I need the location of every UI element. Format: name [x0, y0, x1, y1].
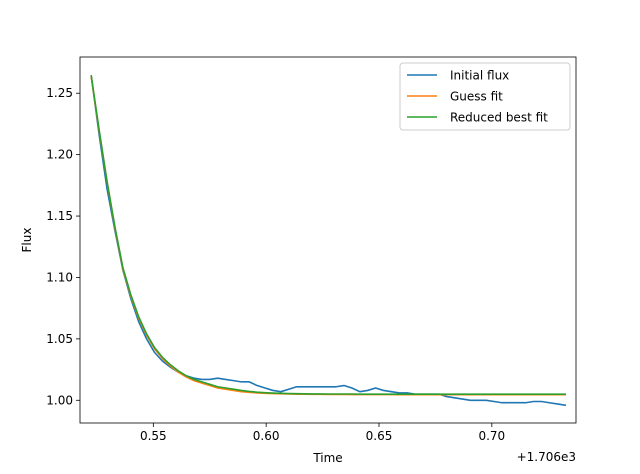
y-tick-label: 1.15: [46, 209, 73, 223]
series-layer: [90, 75, 567, 407]
x-tick-label: 0.70: [478, 429, 505, 443]
x-tick-label: 0.55: [140, 429, 167, 443]
legend-box: [399, 62, 571, 131]
y-tick-label: 1.00: [46, 393, 73, 407]
y-tick-label: 1.10: [46, 270, 73, 284]
x-axis-ticks: 0.55 0.60 0.65 0.70: [140, 423, 505, 443]
series-line-reduced-best-fit: [90, 75, 566, 395]
y-tick-label: 1.05: [46, 332, 73, 346]
y-axis-ticks: 1.00 1.05 1.10 1.15 1.20 1.25: [46, 86, 80, 407]
legend: Initial flux Guess fit Reduced best fit: [399, 62, 571, 131]
legend-label-reduced-best-fit: Reduced best fit: [450, 111, 548, 125]
axes-frame: [79, 56, 577, 424]
y-tick-label: 1.25: [46, 86, 73, 100]
x-axis-offset-label: +1.706e3: [517, 450, 576, 464]
legend-label-guess-fit: Guess fit: [450, 90, 503, 104]
legend-label-initial-flux: Initial flux: [450, 69, 509, 83]
y-tick-label: 1.20: [46, 148, 73, 162]
x-axis-label: Time: [312, 451, 342, 465]
legend-entries: Initial flux Guess fit Reduced best fit: [407, 69, 548, 125]
plot-area: 0.55 0.60 0.65 0.70 1.00 1.05 1.10 1.15 1.20 1.2…: [46, 56, 577, 443]
y-axis-label: Flux: [20, 228, 34, 253]
series-line-initial-flux: [90, 75, 567, 407]
x-tick-label: 0.65: [366, 429, 393, 443]
x-tick-label: 0.60: [253, 429, 280, 443]
